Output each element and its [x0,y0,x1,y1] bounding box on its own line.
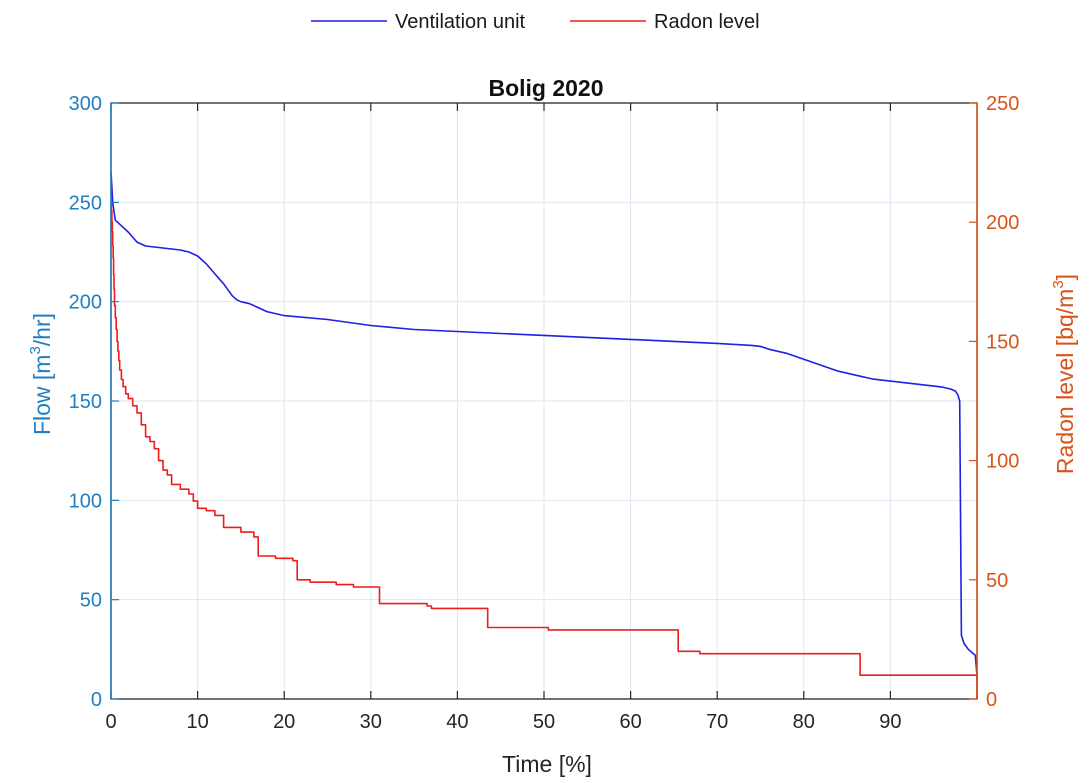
y-left-tick-label: 300 [69,93,102,115]
plot-series [110,172,978,699]
y-left-tick-label: 200 [69,292,102,314]
y-right-tick-label: 50 [986,570,1008,592]
y-right-tick-label: 100 [986,451,1019,473]
chart-title: Bolig 2020 [488,75,603,101]
y-right-tick-label: 150 [986,331,1019,353]
x-tick-label: 70 [706,711,728,733]
x-tick-label: 80 [793,711,815,733]
x-tick-label: 90 [879,711,901,733]
x-tick-label: 10 [186,711,208,733]
y-left-label-main: Flow [m [29,355,55,436]
axis-ticks: 0 10 20 30 40 50 60 70 80 90 0 50 100 150 200 250 300 0 50… [69,93,1020,733]
y-left-tick-label: 0 [91,689,102,711]
grid-lines [111,103,977,699]
y-left-label-end: /hr] [29,313,55,346]
x-tick-label: 40 [446,711,468,733]
legend-label-radon: Radon level [654,11,760,33]
x-axis-label: Time [%] [502,751,592,777]
x-tick-label: 60 [619,711,641,733]
series-line-radon-level [110,202,978,699]
y-right-label-end: ] [1052,274,1078,280]
y-left-tick-label: 50 [80,590,102,612]
y-left-tick-label: 150 [69,391,102,413]
y-left-label-sup: 3 [27,346,44,354]
y-axis-left-label: Flow [m3/hr] [27,313,55,435]
y-right-label-main: Radon level [bq/m [1052,289,1078,474]
legend-label-ventilation: Ventilation unit [395,11,526,33]
y-right-tick-label: 0 [986,689,997,711]
x-tick-label: 50 [533,711,555,733]
y-right-label-sup: 3 [1050,280,1067,288]
y-left-tick-label: 250 [69,192,102,214]
x-tick-label: 30 [360,711,382,733]
x-tick-label: 20 [273,711,295,733]
y-axis-right-label: Radon level [bq/m3] [1050,274,1078,474]
x-tick-label: 0 [105,711,116,733]
y-right-tick-label: 200 [986,212,1019,234]
legend: Ventilation unit Radon level [311,11,760,33]
y-left-tick-label: 100 [69,490,102,512]
series-line-ventilation-unit [110,172,978,676]
y-right-tick-label: 250 [986,93,1019,115]
